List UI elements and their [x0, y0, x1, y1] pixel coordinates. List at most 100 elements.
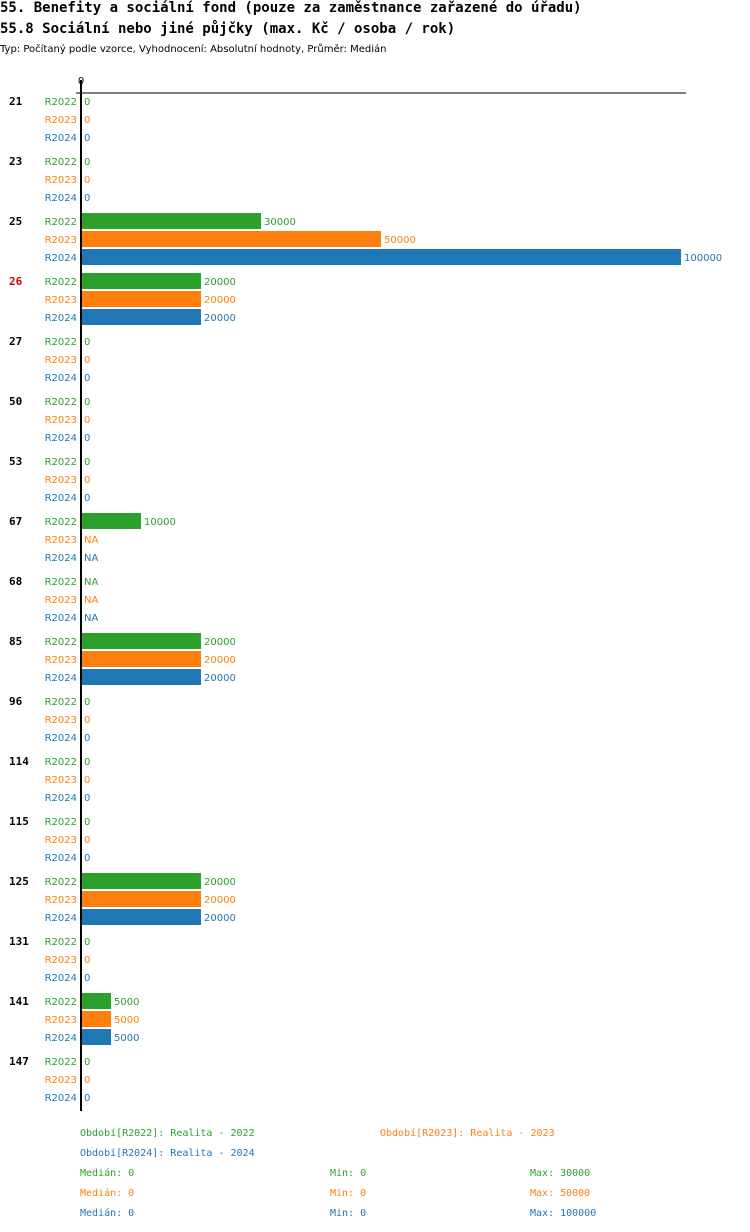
stat-median-r2023: Medián: 0 [80, 1188, 135, 1199]
series-label: R2023 [45, 595, 77, 606]
series-label: R2022 [45, 157, 77, 168]
data-label: 0 [84, 835, 90, 846]
data-label: 0 [84, 973, 90, 984]
series-label: R2023 [45, 955, 77, 966]
series-label: R2023 [45, 295, 77, 306]
data-label: 0 [84, 937, 90, 948]
series-label: R2022 [45, 277, 77, 288]
legend-r2023: Období[R2023]: Realita - 2023 [380, 1128, 555, 1139]
series-label: R2023 [45, 655, 77, 666]
series-label: R2024 [45, 853, 77, 864]
bar [81, 1029, 111, 1045]
data-label: 0 [84, 157, 90, 168]
stat-min-r2024: Min: 0 [330, 1208, 367, 1219]
bar [81, 891, 201, 907]
data-label: 0 [84, 757, 90, 768]
category-label: 67 [9, 515, 22, 528]
data-label: 0 [84, 697, 90, 708]
data-label: 0 [84, 415, 90, 426]
series-label: R2022 [45, 757, 77, 768]
data-label: 0 [84, 955, 90, 966]
data-label: 0 [84, 733, 90, 744]
series-label: R2023 [45, 175, 77, 186]
data-label: 0 [84, 355, 90, 366]
data-label: 0 [84, 337, 90, 348]
data-label: 0 [84, 175, 90, 186]
data-label: 0 [84, 433, 90, 444]
data-label: NA [84, 553, 98, 564]
data-label: 0 [84, 775, 90, 786]
data-label: NA [84, 613, 98, 624]
category-label: 25 [9, 215, 22, 228]
series-label: R2022 [45, 937, 77, 948]
series-label: R2024 [45, 253, 77, 264]
series-label: R2022 [45, 397, 77, 408]
series-label: R2024 [45, 133, 77, 144]
stat-max-r2022: Max: 30000 [530, 1168, 591, 1179]
legend-r2022: Období[R2022]: Realita - 2022 [80, 1128, 255, 1139]
series-label: R2023 [45, 895, 77, 906]
series-label: R2024 [45, 973, 77, 984]
category-label: 115 [9, 815, 29, 828]
series-label: R2023 [45, 835, 77, 846]
category-label: 23 [9, 155, 22, 168]
category-label: 26 [9, 275, 23, 288]
series-label: R2022 [45, 517, 77, 528]
series-label: R2024 [45, 913, 77, 924]
data-label: 20000 [204, 313, 236, 324]
series-label: R2022 [45, 337, 77, 348]
series-label: R2023 [45, 535, 77, 546]
category-label: 53 [9, 455, 22, 468]
bar [81, 249, 681, 265]
bar-chart: 0 21 R2022 0 R2023 0 R2024 0 23 R2022 0 R2023 0 R2024… [9, 76, 722, 1111]
data-label: NA [84, 535, 98, 546]
series-label: R2023 [45, 715, 77, 726]
series-label: R2022 [45, 97, 77, 108]
stat-max-r2023: Max: 50000 [530, 1188, 591, 1199]
series-label: R2024 [45, 673, 77, 684]
series-label: R2023 [45, 1075, 77, 1086]
data-label: 5000 [114, 997, 139, 1008]
stat-median-r2024: Medián: 0 [80, 1208, 135, 1219]
category-label: 141 [9, 995, 29, 1008]
series-label: R2024 [45, 1033, 77, 1044]
data-label: 0 [84, 715, 90, 726]
category-label: 50 [9, 395, 22, 408]
series-label: R2022 [45, 697, 77, 708]
data-label: 0 [84, 457, 90, 468]
data-label: 0 [84, 373, 90, 384]
bar [81, 873, 201, 889]
data-label: 0 [84, 115, 90, 126]
category-label: 125 [9, 875, 29, 888]
series-label: R2023 [45, 235, 77, 246]
series-label: R2022 [45, 217, 77, 228]
data-label: 0 [84, 793, 90, 804]
data-label: 20000 [204, 877, 236, 888]
data-label: 0 [84, 853, 90, 864]
data-label: 20000 [204, 673, 236, 684]
series-label: R2024 [45, 793, 77, 804]
category-label: 114 [9, 755, 29, 768]
data-label: 5000 [114, 1033, 139, 1044]
series-label: R2024 [45, 373, 77, 384]
data-label: 20000 [204, 295, 236, 306]
series-label: R2024 [45, 493, 77, 504]
series-label: R2023 [45, 355, 77, 366]
series-label: R2023 [45, 415, 77, 426]
data-label: 0 [84, 1075, 90, 1086]
data-label: 10000 [144, 517, 176, 528]
series-label: R2023 [45, 475, 77, 486]
page-subtitle: 55.8 Sociální nebo jiné půjčky (max. Kč … [0, 21, 456, 37]
bar [81, 909, 201, 925]
bar [81, 273, 201, 289]
data-label: 20000 [204, 637, 236, 648]
data-label: NA [84, 595, 98, 606]
series-label: R2024 [45, 193, 77, 204]
data-label: NA [84, 577, 98, 588]
data-label: 100000 [684, 253, 722, 264]
series-label: R2024 [45, 1093, 77, 1104]
series-label: R2022 [45, 877, 77, 888]
series-label: R2022 [45, 457, 77, 468]
stat-median-r2022: Medián: 0 [80, 1168, 135, 1179]
data-label: 50000 [384, 235, 416, 246]
